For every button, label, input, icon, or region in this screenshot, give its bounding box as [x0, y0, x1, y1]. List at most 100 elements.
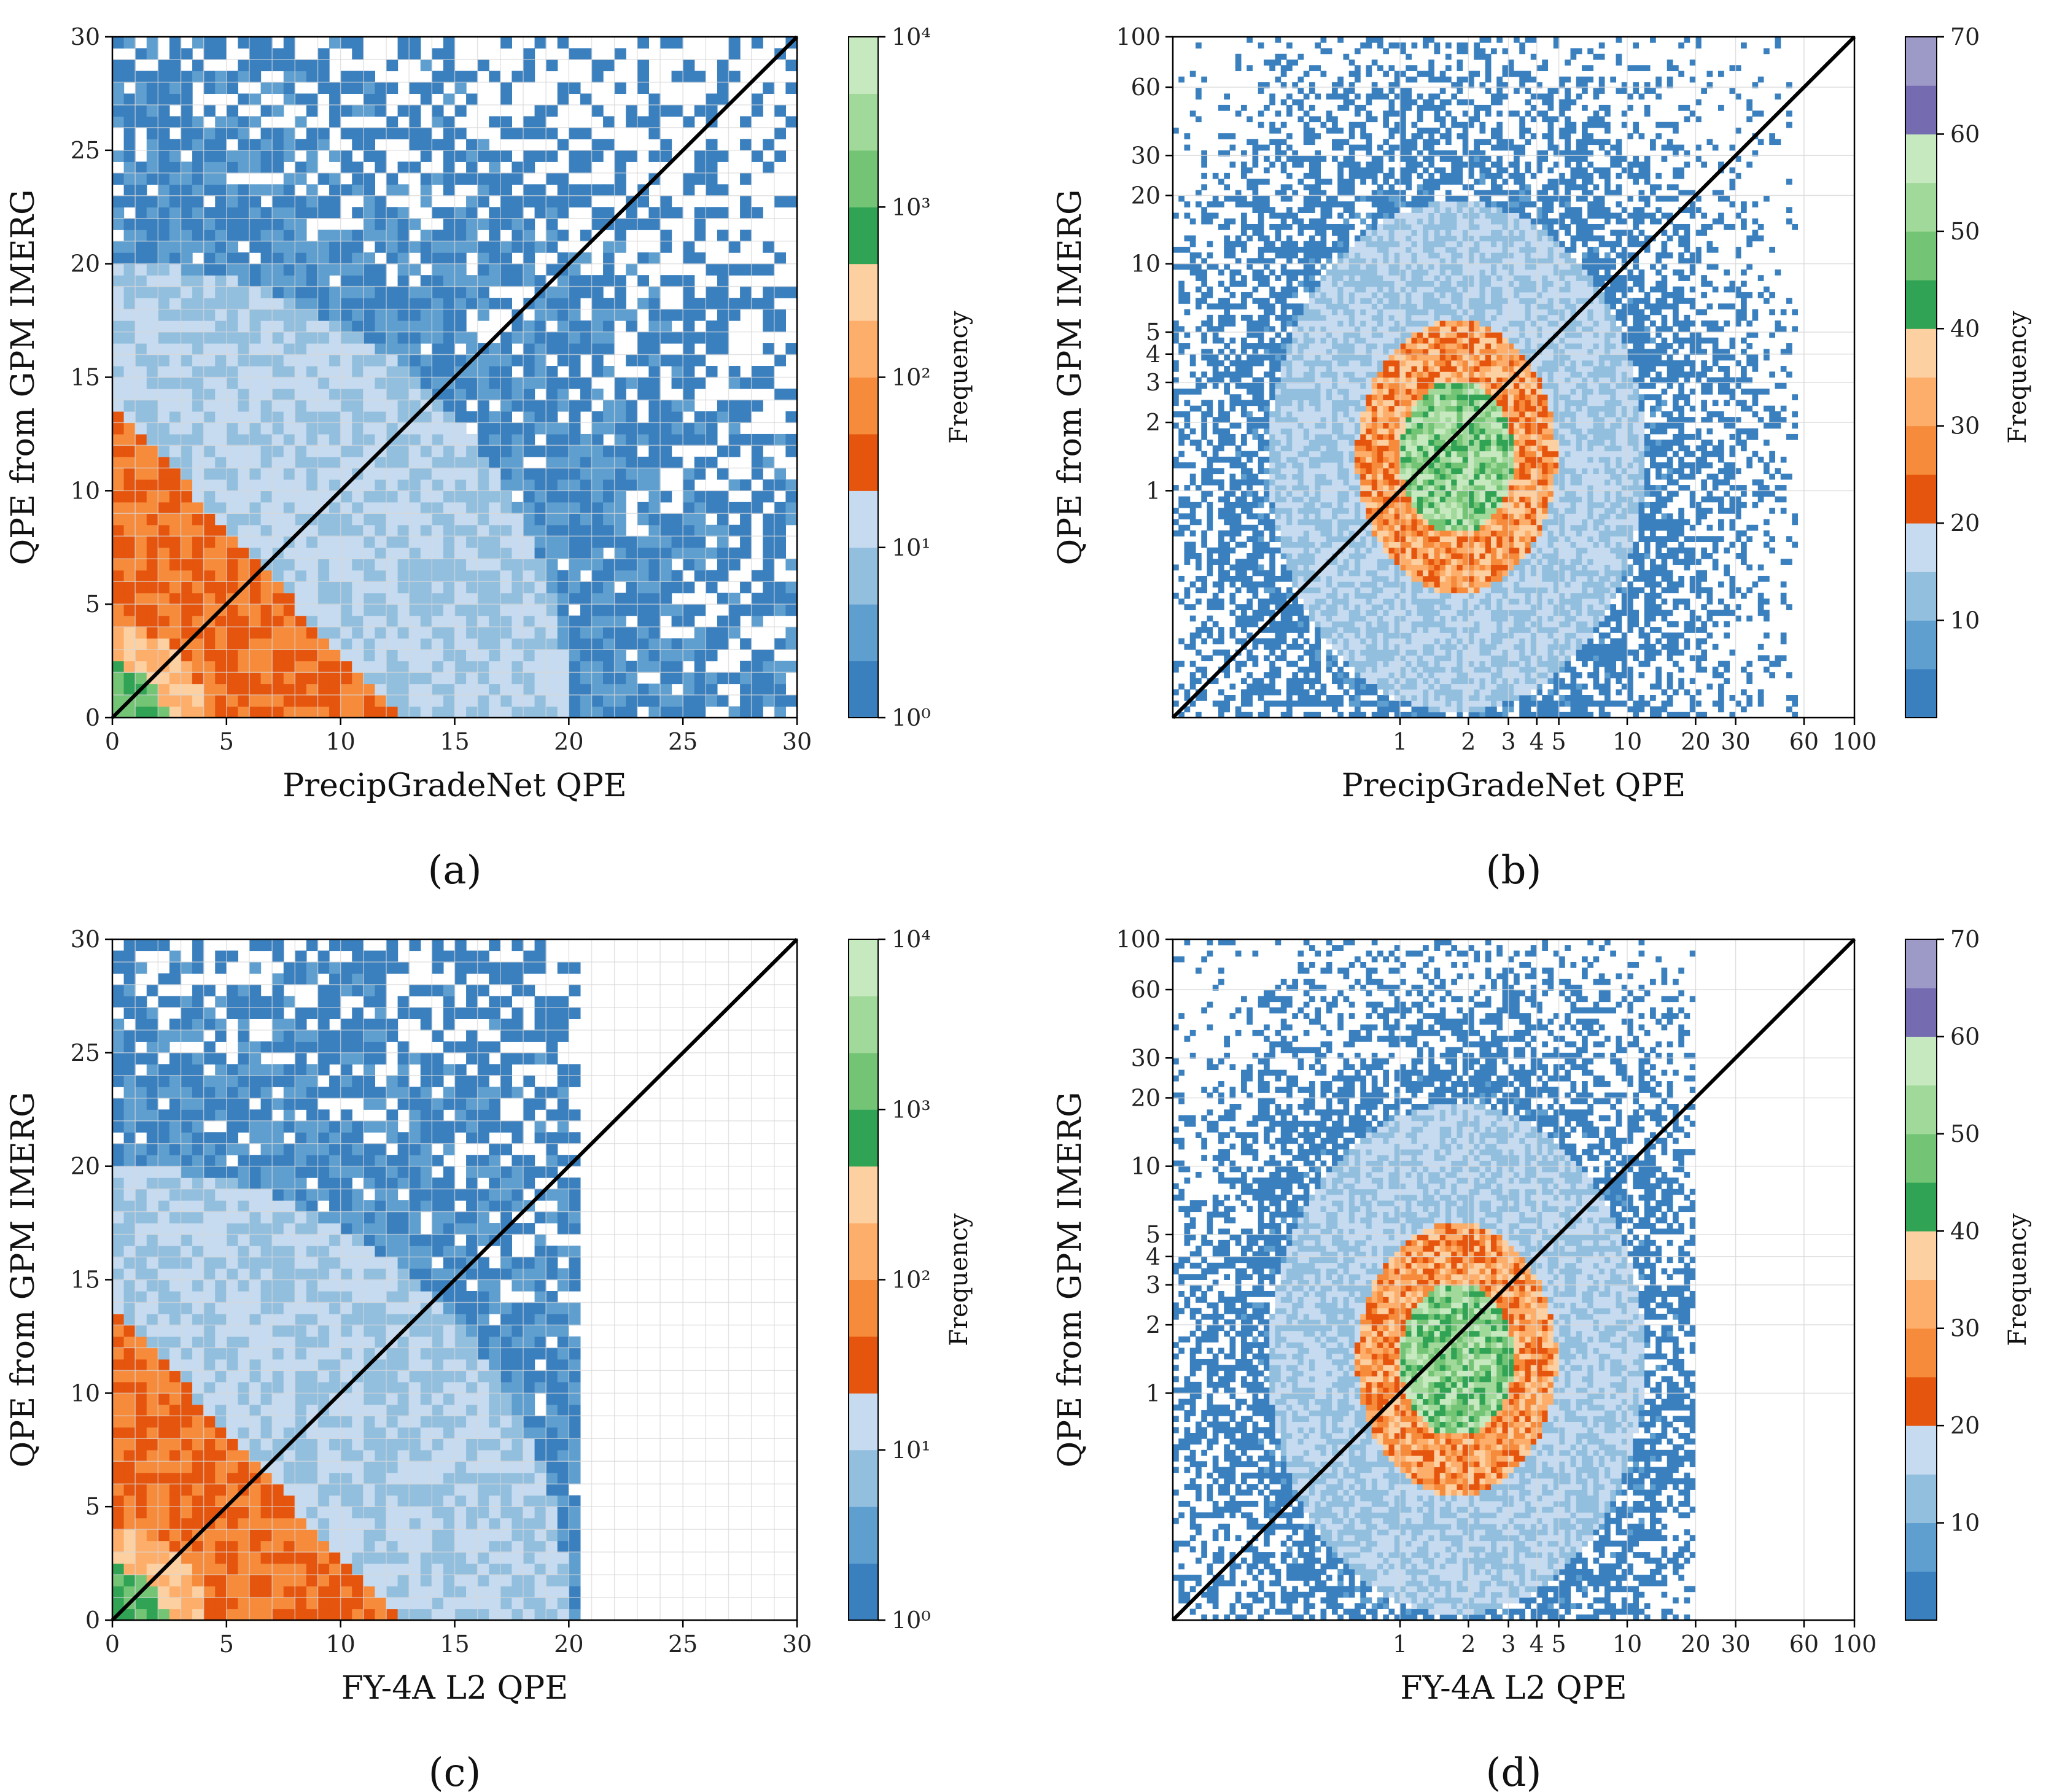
heatmap-cell	[1241, 473, 1247, 480]
heatmap-cell	[717, 71, 729, 83]
heatmap-cell	[1229, 547, 1236, 554]
heatmap-cell	[420, 309, 432, 321]
heatmap-cell	[443, 388, 456, 401]
heatmap-cell	[489, 433, 501, 446]
heatmap-cell	[1332, 93, 1338, 100]
heatmap-cell	[1218, 627, 1224, 633]
heatmap-cell	[146, 491, 158, 503]
heatmap-cell	[169, 116, 182, 128]
heatmap-cell	[1332, 587, 1338, 594]
colorbar-bin	[849, 263, 878, 321]
heatmap-cell	[283, 422, 295, 435]
heatmap-cell	[728, 309, 741, 321]
heatmap-cell	[135, 524, 147, 537]
heatmap-cell	[203, 706, 216, 718]
heatmap-cell	[1326, 212, 1332, 219]
heatmap-cell	[1309, 553, 1315, 559]
heatmap-cell	[432, 592, 444, 605]
heatmap-cell	[1258, 230, 1264, 236]
heatmap-cell	[1286, 643, 1293, 650]
heatmap-cell	[317, 400, 330, 412]
heatmap-cell	[192, 650, 204, 662]
heatmap-cell	[489, 445, 501, 457]
heatmap-cell	[1280, 388, 1287, 395]
heatmap-cell	[363, 343, 376, 355]
heatmap-cell	[112, 559, 125, 571]
heatmap-cell	[591, 559, 604, 571]
heatmap-cell	[1320, 513, 1327, 520]
heatmap-cell	[637, 195, 650, 208]
heatmap-cell	[1264, 246, 1270, 253]
heatmap-cell	[694, 252, 706, 265]
heatmap-cell	[192, 502, 204, 514]
heatmap-cell	[295, 638, 307, 650]
heatmap-cell	[192, 139, 204, 151]
heatmap-cell	[1315, 360, 1321, 367]
heatmap-cell	[694, 207, 706, 219]
heatmap-cell	[717, 491, 729, 503]
heatmap-cell	[420, 93, 432, 106]
heatmap-cell	[1286, 377, 1293, 384]
heatmap-cell	[158, 422, 170, 435]
heatmap-cell	[283, 218, 295, 230]
heatmap-cell	[1320, 541, 1327, 548]
heatmap-cell	[1189, 508, 1196, 514]
heatmap-cell	[1280, 508, 1287, 514]
heatmap-cell	[249, 275, 262, 287]
heatmap-cell	[534, 672, 547, 685]
heatmap-cell	[1332, 303, 1338, 310]
heatmap-cell	[215, 638, 227, 650]
heatmap-cell	[158, 513, 170, 526]
heatmap-cell	[580, 559, 593, 571]
heatmap-cell	[1309, 650, 1315, 656]
heatmap-cell	[181, 93, 193, 106]
heatmap-cell	[1224, 706, 1230, 713]
heatmap-cell	[146, 559, 158, 571]
heatmap-cell	[523, 672, 535, 685]
heatmap-cell	[637, 592, 650, 605]
heatmap-cell	[660, 422, 672, 435]
heatmap-cell	[203, 513, 216, 526]
heatmap-cell	[112, 445, 125, 457]
heatmap-cell	[1275, 485, 1282, 491]
heatmap-cell	[443, 298, 456, 310]
heatmap-cell	[1303, 445, 1310, 452]
heatmap-cell	[1201, 411, 1207, 417]
heatmap-cell	[135, 48, 147, 60]
heatmap-cell	[557, 320, 569, 333]
heatmap-cell	[306, 502, 319, 514]
heatmap-cell	[1326, 513, 1332, 520]
heatmap-cell	[569, 445, 581, 457]
heatmap-cell	[1173, 422, 1179, 429]
heatmap-cell	[135, 468, 147, 480]
heatmap-cell	[557, 343, 569, 355]
heatmap-cell	[728, 445, 741, 457]
heatmap-cell	[1224, 559, 1230, 565]
heatmap-cell	[500, 547, 513, 559]
heatmap-cell	[363, 207, 376, 219]
heatmap-cell	[1184, 417, 1191, 423]
heatmap-cell	[1275, 388, 1282, 395]
heatmap-cell	[443, 320, 456, 333]
heatmap-cell	[226, 71, 239, 83]
heatmap-cell	[283, 524, 295, 537]
heatmap-cell	[317, 672, 330, 685]
heatmap-cell	[1337, 451, 1344, 457]
heatmap-cell	[557, 298, 569, 310]
heatmap-cell	[1309, 133, 1315, 139]
heatmap-cell	[1315, 655, 1321, 662]
heatmap-cell	[1320, 122, 1327, 128]
heatmap-cell	[1280, 440, 1287, 446]
heatmap-cell	[1332, 411, 1338, 417]
heatmap-cell	[1269, 689, 1275, 696]
heatmap-cell	[1326, 666, 1332, 673]
heatmap-cell	[317, 377, 330, 389]
heatmap-cell	[637, 388, 650, 401]
heatmap-cell	[512, 513, 524, 526]
heatmap-cell	[1315, 190, 1321, 196]
heatmap-cell	[1229, 195, 1236, 202]
heatmap-cell	[557, 547, 569, 559]
heatmap-cell	[706, 695, 718, 707]
heatmap-cell	[1241, 343, 1247, 349]
heatmap-cell	[158, 604, 170, 616]
